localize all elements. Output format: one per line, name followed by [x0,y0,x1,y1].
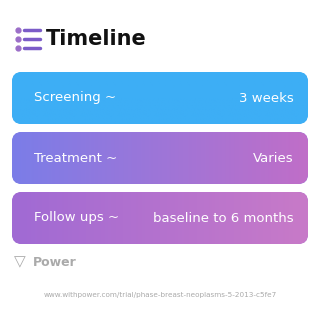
Text: Timeline: Timeline [46,29,147,49]
Text: baseline to 6 months: baseline to 6 months [153,212,294,225]
Text: Follow ups ~: Follow ups ~ [34,212,119,225]
Text: 3 weeks: 3 weeks [239,92,294,105]
Text: Treatment ~: Treatment ~ [34,151,117,164]
Text: Power: Power [33,255,77,268]
Text: ▽: ▽ [14,254,26,269]
FancyBboxPatch shape [12,192,308,244]
Text: Screening ~: Screening ~ [34,92,116,105]
Text: Varies: Varies [253,151,294,164]
Text: www.withpower.com/trial/phase-breast-neoplasms-5-2013-c5fe7: www.withpower.com/trial/phase-breast-neo… [44,292,276,298]
FancyBboxPatch shape [12,72,308,124]
FancyBboxPatch shape [12,132,308,184]
